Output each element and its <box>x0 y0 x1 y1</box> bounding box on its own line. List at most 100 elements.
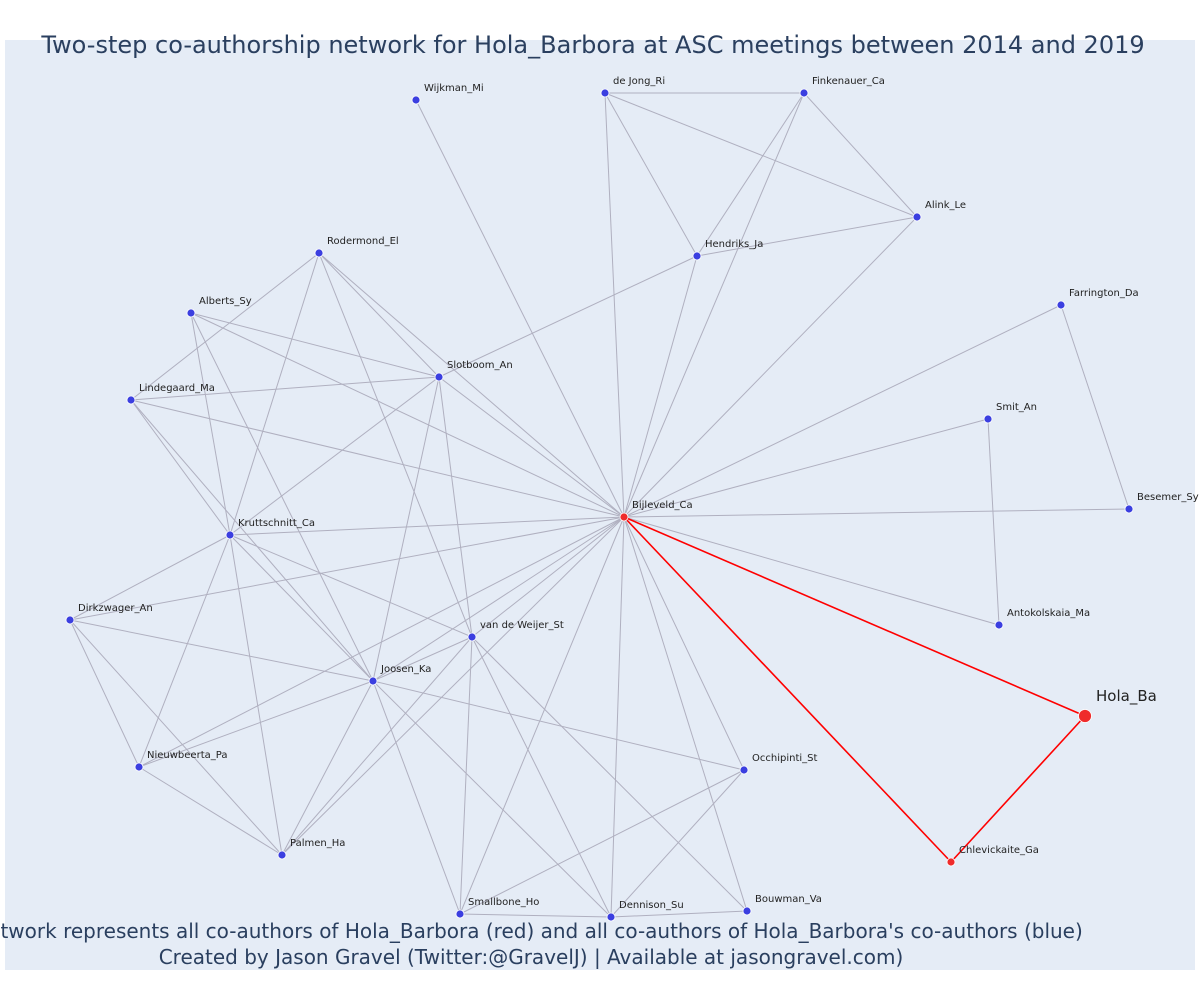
node-label-nieuwbeerta-pa: Nieuwbeerta_Pa <box>147 750 227 761</box>
edge-alberts-sy-kruttschnitt-ca <box>190 312 231 536</box>
edge-farrington-da-besemer-sy <box>1060 304 1130 510</box>
node-finkenauer-ca[interactable] <box>799 88 809 98</box>
node-palmen-ha[interactable] <box>277 850 287 860</box>
node-alink-le[interactable] <box>912 212 922 222</box>
node-antokolskaia-ma[interactable] <box>994 620 1004 630</box>
edge-kruttschnitt-ca-joosen-ka <box>229 534 374 682</box>
edge-smallbone-ho-dennison-su <box>459 913 612 918</box>
node-label-smit-an: Smit_An <box>996 402 1037 413</box>
node-label-dennison-su: Dennison_Su <box>619 900 684 911</box>
edge-rodermond-el-lindegaard-ma <box>130 252 320 401</box>
edge-alberts-sy-joosen-ka <box>190 312 374 682</box>
edge-bijleveld-ca-dennison-su <box>610 516 625 918</box>
edge-bijleveld-ca-alberts-sy <box>190 312 625 518</box>
node-kruttschnitt-ca[interactable] <box>225 530 235 540</box>
node-label-dirkzwager-an: Dirkzwager_An <box>78 603 153 614</box>
edge-hendriks-ja-alink-le <box>696 216 918 257</box>
edge-de-jong-ri-hendriks-ja <box>604 92 698 257</box>
node-occhipinti-st[interactable] <box>739 765 749 775</box>
edge-bijleveld-ca-bouwman-va <box>623 516 748 912</box>
node-smallbone-ho[interactable] <box>455 909 465 919</box>
edge-nieuwbeerta-pa-palmen-ha <box>138 766 283 856</box>
node-label-smallbone-ho: Smallbone_Ho <box>468 897 539 908</box>
chart-title: Two-step co-authorship network for Hola_… <box>40 31 1144 59</box>
node-label-antokolskaia-ma: Antokolskaia_Ma <box>1007 608 1090 619</box>
node-label-de-jong-ri: de Jong_Ri <box>613 76 665 87</box>
node-label-besemer-sy: Besemer_Sy <box>1137 492 1199 503</box>
node-bijleveld-ca[interactable] <box>619 512 629 522</box>
node-farrington-da[interactable] <box>1056 300 1066 310</box>
node-label-slotboom-an: Slotboom_An <box>447 360 513 371</box>
node-label-lindegaard-ma: Lindegaard_Ma <box>139 383 215 394</box>
node-label-wijkman-mi: Wijkman_Mi <box>424 83 484 94</box>
edge-bijleveld-ca-chlevickaite-ga <box>623 516 952 863</box>
edge-bijleveld-ca-occhipinti-st <box>623 516 745 771</box>
node-smit-an[interactable] <box>983 414 993 424</box>
node-de-jong-ri[interactable] <box>600 88 610 98</box>
node-bouwman-va[interactable] <box>742 906 752 916</box>
edge-bijleveld-ca-slotboom-an <box>438 376 625 518</box>
caption-line-2: Created by Jason Gravel (Twitter:@Gravel… <box>159 945 904 969</box>
node-label-hola-ba: Hola_Ba <box>1096 687 1157 706</box>
node-wijkman-mi[interactable] <box>411 95 421 105</box>
edge-bijleveld-ca-alink-le <box>623 216 918 518</box>
edge-bijleveld-ca-lindegaard-ma <box>130 399 625 518</box>
edge-lindegaard-ma-slotboom-an <box>130 376 440 401</box>
edge-slotboom-an-joosen-ka <box>372 376 440 682</box>
node-dennison-su[interactable] <box>606 912 616 922</box>
edge-dirkzwager-an-nieuwbeerta-pa <box>69 619 140 768</box>
edge-slotboom-an-van-de-weijer-st <box>438 376 473 638</box>
edge-kruttschnitt-ca-van-de-weijer-st <box>229 534 473 638</box>
node-slotboom-an[interactable] <box>434 372 444 382</box>
edge-slotboom-an-kruttschnitt-ca <box>229 376 440 536</box>
edge-van-de-weijer-st-dennison-su <box>471 636 612 918</box>
node-label-bijleveld-ca: Bijleveld_Ca <box>632 500 693 511</box>
edge-dirkzwager-an-joosen-ka <box>69 619 374 682</box>
node-chlevickaite-ga[interactable] <box>946 857 956 867</box>
edge-dennison-su-bouwman-va <box>610 910 748 918</box>
edge-bijleveld-ca-smallbone-ho <box>459 516 625 915</box>
edge-dirkzwager-an-palmen-ha <box>69 619 283 856</box>
edge-occhipinti-st-dennison-su <box>610 769 745 918</box>
node-besemer-sy[interactable] <box>1124 504 1134 514</box>
edge-van-de-weijer-st-bouwman-va <box>471 636 748 912</box>
node-lindegaard-ma[interactable] <box>126 395 136 405</box>
labels-layer: Wijkman_Mi de Jong_Ri Finkenauer_Ca Alink_L… <box>78 76 1199 911</box>
node-label-kruttschnitt-ca: Kruttschnitt_Ca <box>238 518 315 529</box>
edge-bijleveld-ca-hola-ba <box>623 516 1086 717</box>
node-alberts-sy[interactable] <box>186 308 196 318</box>
edge-joosen-ka-palmen-ha <box>281 680 374 856</box>
node-dirkzwager-an[interactable] <box>65 615 75 625</box>
node-hendriks-ja[interactable] <box>692 251 702 261</box>
edge-finkenauer-ca-alink-le <box>803 92 918 218</box>
node-hola-ba[interactable] <box>1078 709 1092 723</box>
node-joosen-ka[interactable] <box>368 676 378 686</box>
node-nieuwbeerta-pa[interactable] <box>134 762 144 772</box>
nodes-layer <box>65 88 1134 922</box>
edge-kruttschnitt-ca-palmen-ha <box>229 534 283 856</box>
edge-bijleveld-ca-rodermond-el <box>318 252 625 518</box>
node-label-finkenauer-ca: Finkenauer_Ca <box>812 76 885 87</box>
edge-smit-an-antokolskaia-ma <box>987 418 1000 626</box>
node-label-alberts-sy: Alberts_Sy <box>199 296 252 307</box>
node-label-bouwman-va: Bouwman_Va <box>755 894 822 905</box>
edge-bijleveld-ca-wijkman-mi <box>415 99 625 518</box>
edge-alberts-sy-slotboom-an <box>190 312 440 378</box>
edge-occhipinti-st-smallbone-ho <box>459 769 745 915</box>
node-rodermond-el[interactable] <box>314 248 324 258</box>
edge-hola-ba-chlevickaite-ga <box>950 715 1086 863</box>
node-van-de-weijer-st[interactable] <box>467 632 477 642</box>
node-label-hendriks-ja: Hendriks_Ja <box>705 239 763 250</box>
edge-bijleveld-ca-besemer-sy <box>623 508 1130 518</box>
edge-bijleveld-ca-van-de-weijer-st <box>471 516 625 638</box>
plot-background <box>5 40 1195 970</box>
edge-joosen-ka-occhipinti-st <box>372 680 745 771</box>
edge-bijleveld-ca-finkenauer-ca <box>623 92 805 518</box>
edge-lindegaard-ma-kruttschnitt-ca <box>130 399 231 536</box>
edge-bijleveld-ca-joosen-ka <box>372 516 625 682</box>
node-label-palmen-ha: Palmen_Ha <box>290 838 345 849</box>
node-label-rodermond-el: Rodermond_El <box>327 236 399 247</box>
edge-bijleveld-ca-antokolskaia-ma <box>623 516 1000 626</box>
edge-joosen-ka-smallbone-ho <box>372 680 461 915</box>
